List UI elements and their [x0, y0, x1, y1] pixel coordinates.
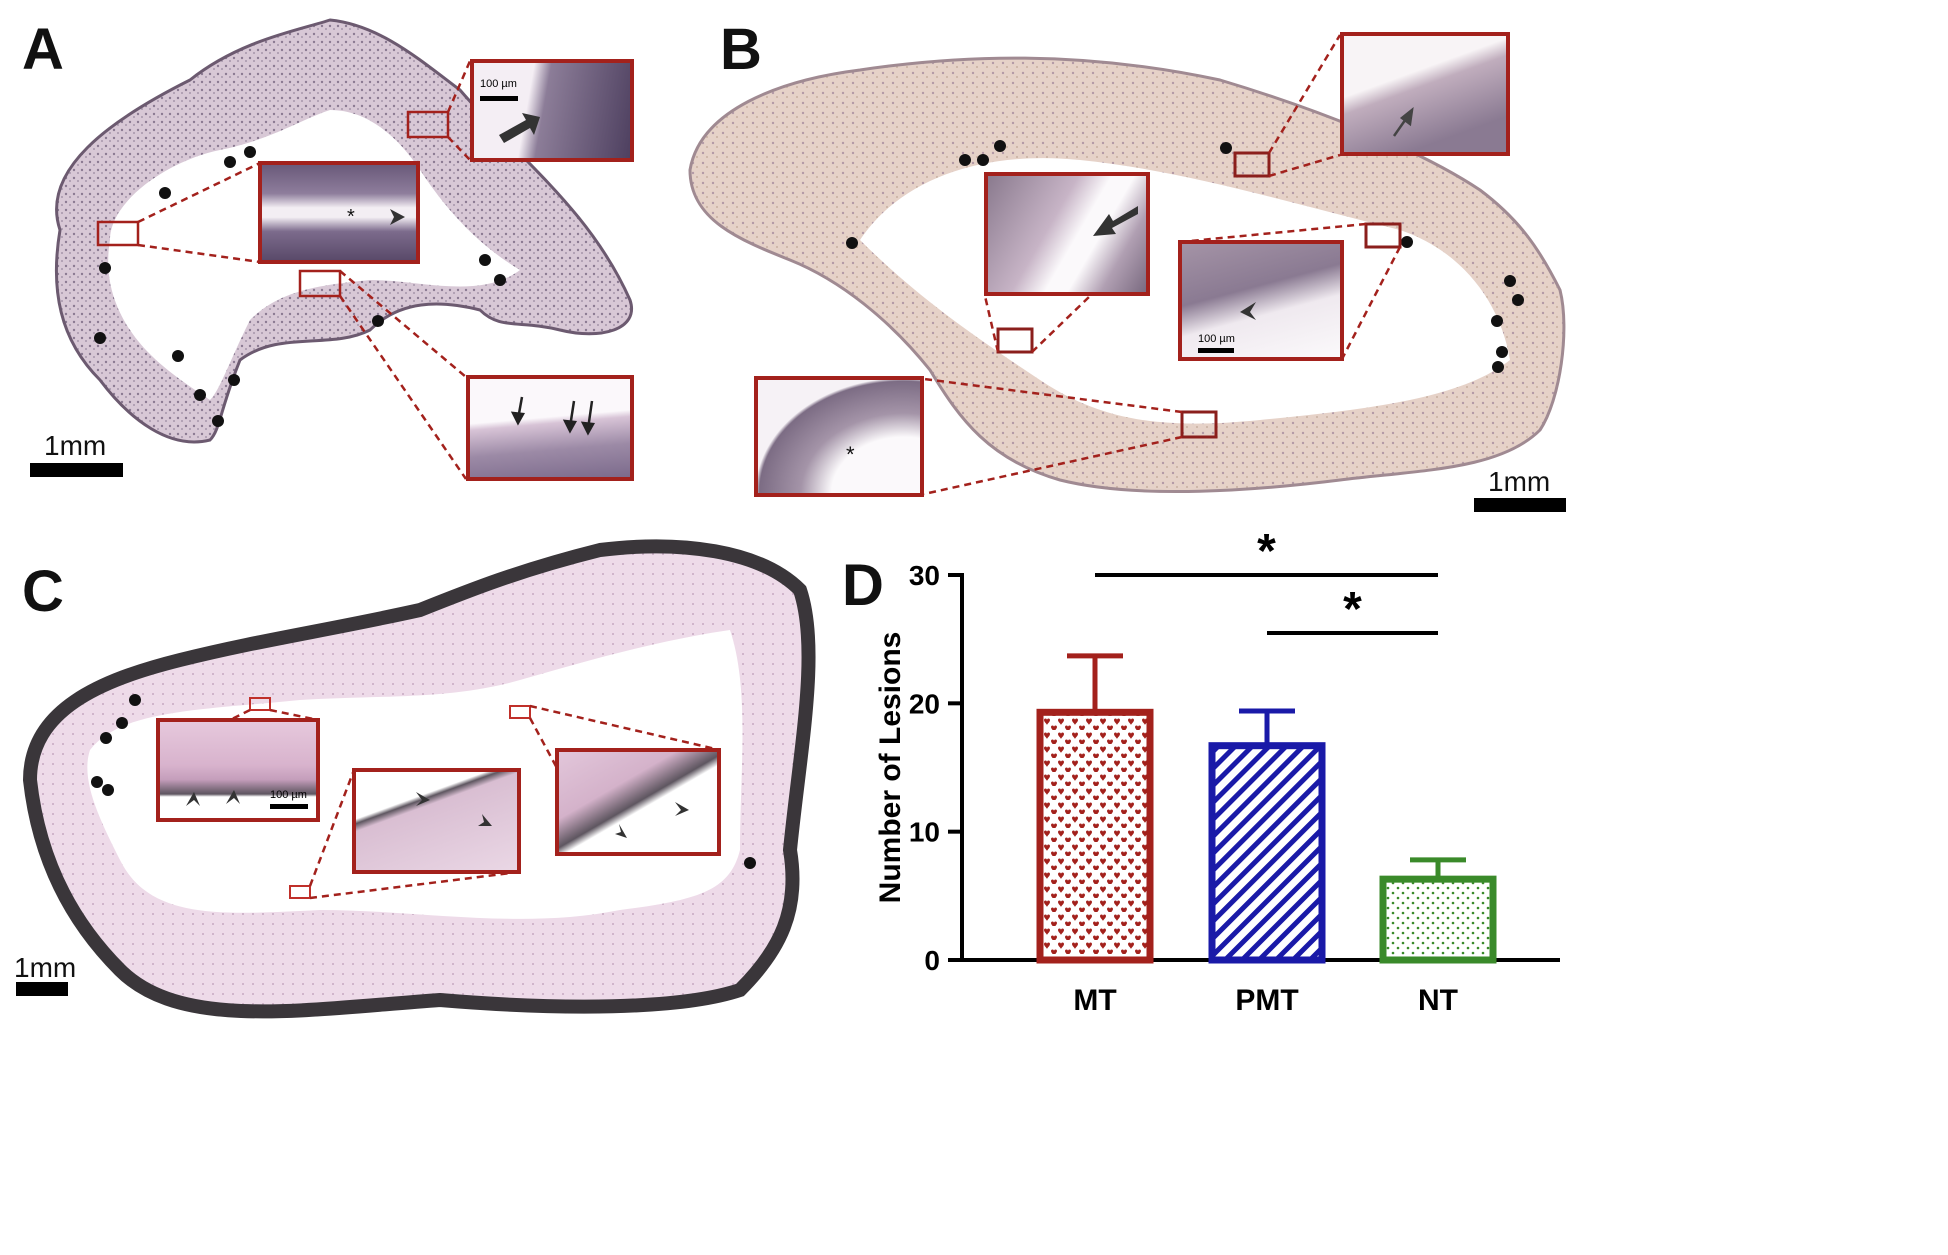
y-tick-label: 30 [909, 560, 940, 591]
inset-b-right: 100 µm [1178, 240, 1344, 361]
arrowhead-icon [615, 824, 627, 838]
arrowhead-icon [186, 792, 200, 806]
inset-c-center [352, 768, 521, 874]
panel-c-scale-label: 1mm [14, 952, 77, 983]
panel-d: D 0 10 20 30 Number of Lesions MT PMT NT * * [830, 520, 1948, 1255]
y-tick-label: 10 [909, 817, 940, 848]
inset-c-left: 100 µm [156, 718, 320, 822]
svg-text:*: * [347, 206, 355, 228]
panel-a-scale-label: 1mm [44, 430, 107, 461]
panel-b-letter: B [720, 17, 762, 82]
inset-a-scale-label: 100 µm [480, 78, 517, 90]
bar-pmt [1208, 742, 1326, 964]
panel-c: C 100 µm [0, 530, 830, 1255]
arrowhead-icon [1240, 302, 1256, 320]
inset-a-center: * [258, 161, 420, 264]
panel-a-scalebar [30, 463, 123, 477]
arrowhead-icon [675, 802, 689, 816]
arrowhead-icon [226, 790, 240, 804]
arrowhead-icon [390, 209, 405, 225]
svg-text:*: * [846, 442, 855, 467]
lesion-bar-chart: 0 10 20 30 Number of Lesions MT PMT NT * * [874, 525, 1560, 1017]
y-axis-label: Number of Lesions [874, 632, 907, 904]
significance-star: * [1257, 525, 1276, 578]
x-tick-label: NT [1418, 984, 1458, 1017]
x-tick-label: MT [1073, 984, 1116, 1017]
arrowhead-icon [478, 814, 492, 826]
panel-c-tissue [22, 539, 816, 1019]
y-tick-label: 20 [909, 688, 940, 719]
inset-a-bottom [466, 375, 634, 481]
inset-a-topright: 100 µm [470, 59, 634, 162]
x-tick-label: PMT [1235, 984, 1298, 1017]
inset-b-scale-label: 100 µm [1198, 333, 1235, 345]
lesion-markers-c [91, 694, 756, 869]
panel-a: A [0, 0, 700, 510]
bar-nt [1379, 875, 1497, 964]
significance-star: * [1343, 583, 1362, 636]
inset-b-bottom: * [754, 376, 924, 497]
panel-c-scalebar [16, 982, 68, 996]
panel-b-scalebar [1474, 498, 1566, 512]
lesion-markers-b [846, 140, 1524, 373]
inset-c-right [555, 748, 721, 856]
inset-b-topright [1340, 32, 1510, 156]
panel-b-scale-label: 1mm [1488, 466, 1551, 497]
panel-a-letter: A [22, 17, 64, 82]
arrow-icon [499, 113, 540, 143]
arrow-icon [1093, 206, 1138, 236]
inset-b-center [984, 172, 1150, 296]
arrowhead-icon [416, 792, 430, 806]
inset-c-scale-label: 100 µm [270, 789, 307, 801]
panel-d-letter: D [842, 553, 884, 618]
y-tick-label: 0 [924, 945, 940, 976]
bar-mt [1036, 708, 1154, 964]
lesion-markers-a [94, 146, 506, 427]
panel-b: B [660, 0, 1948, 520]
panel-c-letter: C [22, 559, 64, 624]
